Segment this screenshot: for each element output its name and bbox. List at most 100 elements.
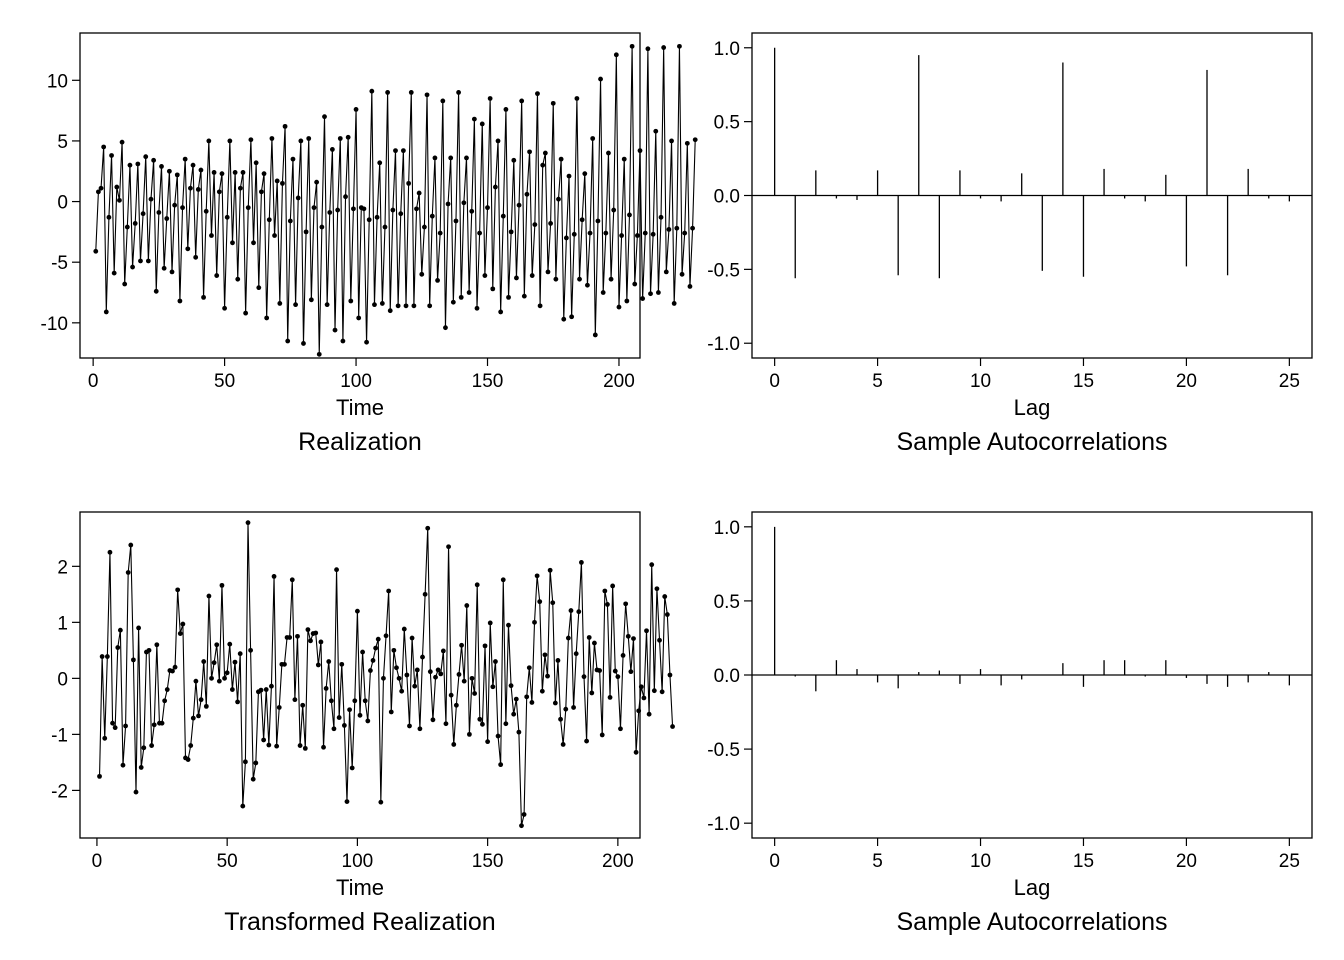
data-point <box>519 98 525 104</box>
data-point <box>443 325 448 331</box>
data-point <box>222 305 228 311</box>
data-point <box>316 351 322 357</box>
data-point <box>128 542 134 548</box>
data-point <box>136 625 142 631</box>
data-point <box>245 205 251 211</box>
data-point <box>521 293 527 299</box>
data-point <box>344 799 350 804</box>
data-point <box>269 683 274 689</box>
data-point <box>656 290 661 295</box>
data-point <box>224 214 230 220</box>
data-point <box>582 171 588 177</box>
data-point <box>480 721 485 727</box>
data-point <box>527 149 532 155</box>
data-point <box>595 218 601 224</box>
data-point <box>193 678 199 684</box>
data-point <box>519 823 524 829</box>
data-point <box>553 276 559 282</box>
data-point <box>196 713 201 719</box>
data-point <box>474 305 480 311</box>
data-point <box>156 210 162 215</box>
data-point <box>211 170 217 175</box>
series-line <box>98 522 674 827</box>
data-point <box>625 633 631 639</box>
data-point <box>119 139 125 145</box>
data-point <box>261 171 267 177</box>
data-point <box>271 574 277 579</box>
data-point <box>322 114 327 120</box>
data-point <box>671 301 677 306</box>
data-point <box>542 150 548 156</box>
data-point <box>618 726 623 732</box>
data-point <box>170 668 175 674</box>
data-point <box>657 637 662 643</box>
x-axis-label: Lag <box>1014 395 1051 420</box>
data-point <box>414 206 419 212</box>
data-point <box>174 172 180 178</box>
data-point <box>285 338 291 344</box>
data-point <box>280 180 285 186</box>
x-tick-label-0: 0 <box>92 851 103 872</box>
data-point <box>401 626 407 632</box>
data-point <box>198 167 204 173</box>
data-point <box>521 812 527 817</box>
data-point <box>471 116 477 122</box>
data-point <box>339 661 345 667</box>
data-point <box>334 567 339 573</box>
data-point <box>581 674 587 680</box>
data-point <box>356 315 362 321</box>
y-tick-label-2: 2 <box>57 557 68 578</box>
data-point <box>172 202 178 208</box>
y-tick-label-neg1: -1 <box>51 725 68 746</box>
x-tick-label-0: 0 <box>769 371 780 392</box>
data-point <box>106 214 112 220</box>
data-point <box>414 667 420 673</box>
data-point <box>348 298 354 304</box>
data-point <box>440 98 446 104</box>
data-point <box>248 647 254 653</box>
data-point <box>422 591 428 597</box>
data-point <box>577 276 582 282</box>
x-tick-label-25: 25 <box>1279 851 1300 872</box>
data-point <box>547 567 553 573</box>
data-point <box>177 631 183 636</box>
data-point <box>250 776 256 782</box>
data-point <box>422 224 427 230</box>
data-point <box>587 230 593 236</box>
data-point <box>608 276 614 282</box>
data-point <box>340 338 346 344</box>
data-point <box>237 185 243 191</box>
data-point <box>529 273 535 278</box>
data-point <box>256 285 262 291</box>
data-point <box>472 691 477 696</box>
data-point <box>331 726 337 732</box>
data-point <box>469 208 475 214</box>
x-tick-label-25: 25 <box>1279 371 1300 392</box>
data-point <box>277 301 283 306</box>
data-point <box>282 661 287 667</box>
x-tick-label-10: 10 <box>970 851 991 872</box>
plot-frame <box>79 32 641 359</box>
data-point <box>313 630 319 636</box>
y-tick-label-neg10: -10 <box>41 314 68 335</box>
data-point <box>490 286 496 292</box>
data-point <box>445 201 451 207</box>
data-point <box>274 743 280 749</box>
data-point <box>615 674 621 680</box>
data-point <box>651 688 657 694</box>
data-point <box>166 168 172 174</box>
data-point <box>443 721 449 727</box>
data-point <box>308 638 313 644</box>
data-point <box>353 107 359 112</box>
x-tick-label-50: 50 <box>214 371 235 392</box>
x-tick-label-20: 20 <box>1176 851 1197 872</box>
x-tick-label-20: 20 <box>1176 371 1197 392</box>
data-point <box>203 208 209 214</box>
data-point <box>383 633 389 639</box>
data-point <box>498 309 504 315</box>
data-point <box>579 560 584 565</box>
data-point <box>109 153 114 158</box>
data-point <box>603 230 609 236</box>
data-point <box>532 222 538 228</box>
data-point <box>243 310 249 316</box>
